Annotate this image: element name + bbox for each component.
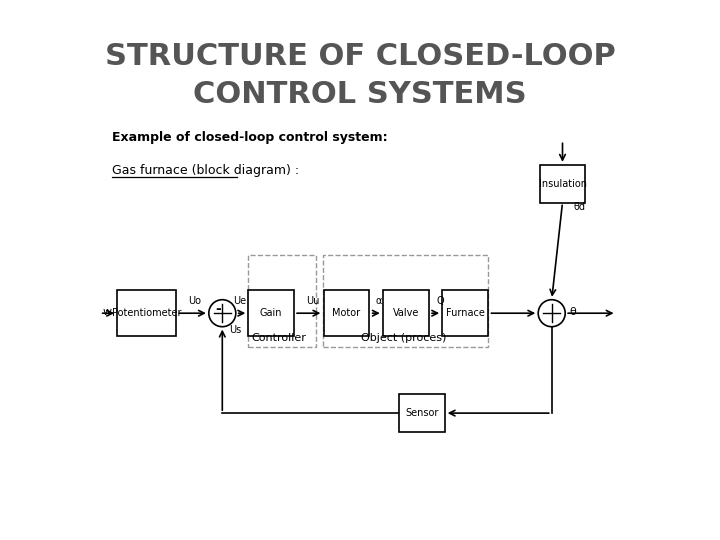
Text: α: α <box>376 296 382 306</box>
Circle shape <box>539 300 565 327</box>
Text: Us: Us <box>229 326 242 335</box>
Text: Ue: Ue <box>233 296 247 306</box>
Bar <box>117 291 176 336</box>
Text: STRUCTURE OF CLOSED-LOOP: STRUCTURE OF CLOSED-LOOP <box>104 42 616 71</box>
Bar <box>399 394 445 432</box>
Text: Furnace: Furnace <box>446 308 485 318</box>
Text: -: - <box>216 302 221 316</box>
Text: Q: Q <box>436 296 444 306</box>
FancyBboxPatch shape <box>85 0 635 540</box>
Text: Potentiometer: Potentiometer <box>112 308 181 318</box>
Bar <box>248 255 316 347</box>
Text: Sensor: Sensor <box>405 408 438 418</box>
Text: Uu: Uu <box>306 296 320 306</box>
Bar <box>442 291 488 336</box>
Text: Insulation: Insulation <box>539 179 587 188</box>
Text: w: w <box>103 307 112 317</box>
Text: Object (proces): Object (proces) <box>361 333 446 343</box>
Text: θ: θ <box>570 307 576 317</box>
Bar <box>323 255 488 347</box>
Text: Uo: Uo <box>188 296 201 306</box>
Bar <box>248 291 294 336</box>
Circle shape <box>209 300 236 327</box>
Text: CONTROL SYSTEMS: CONTROL SYSTEMS <box>193 80 527 109</box>
Text: Motor: Motor <box>333 308 361 318</box>
Bar <box>539 165 585 202</box>
Text: θd: θd <box>573 202 585 212</box>
Text: Gain: Gain <box>260 308 282 318</box>
Bar <box>383 291 429 336</box>
Text: Gas furnace (block diagram) :: Gas furnace (block diagram) : <box>112 164 299 177</box>
Text: Valve: Valve <box>392 308 419 318</box>
Bar <box>323 291 369 336</box>
Text: Example of closed-loop control system:: Example of closed-loop control system: <box>112 131 387 144</box>
Text: Controller: Controller <box>251 333 307 343</box>
